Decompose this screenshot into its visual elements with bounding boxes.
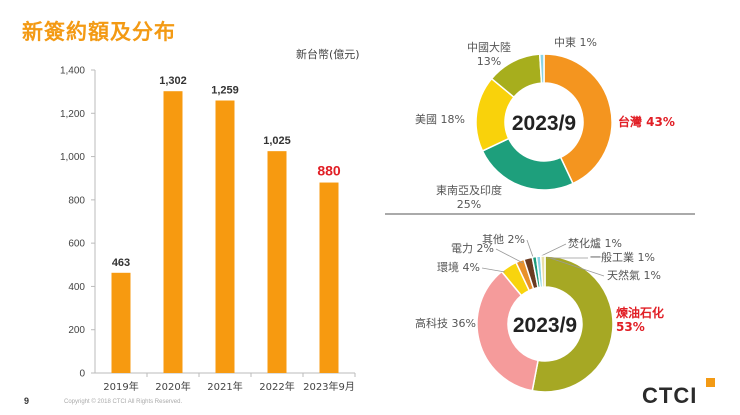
donut-center-label: 2023/9 <box>513 314 577 337</box>
bar <box>267 151 287 373</box>
bar <box>215 100 235 374</box>
bar <box>111 272 131 373</box>
donut-slice <box>543 53 613 185</box>
slice-label: 中國大陸 13% <box>467 40 511 68</box>
slice-label: 中東 1% <box>554 36 597 49</box>
label-leader-line <box>549 257 605 277</box>
label-leader-line <box>538 243 567 258</box>
page-number: 9 <box>24 396 30 406</box>
slice-label: 一般工業 1% <box>590 251 655 264</box>
donut-slice <box>538 53 545 84</box>
y-tick-label: 1,200 <box>60 109 85 120</box>
bar-value-label: 1,259 <box>211 85 239 97</box>
label-leader-line <box>526 239 534 258</box>
y-tick-label: 1,000 <box>60 152 85 163</box>
slice-label: 環境 4% <box>437 260 480 274</box>
donut-slice <box>476 270 539 392</box>
y-tick-label: 400 <box>68 282 85 293</box>
y-tick-label: 200 <box>68 325 85 336</box>
bar <box>319 182 339 373</box>
slice-label: 焚化爐 1% <box>568 236 622 250</box>
slice-label: 天然氣 1% <box>607 268 661 282</box>
bar-value-label: 1,025 <box>263 135 291 147</box>
bar-value-label: 1,302 <box>159 75 187 87</box>
slice-label: 東南亞及印度 25% <box>436 183 502 211</box>
x-tick-label: 2023年9月 <box>303 380 355 393</box>
x-tick-label: 2020年 <box>155 380 190 393</box>
x-tick-label: 2022年 <box>259 380 294 393</box>
x-tick-label: 2019年 <box>103 380 138 393</box>
donut-center-label: 2023/9 <box>512 112 576 135</box>
slice-label: 煉油石化 53% <box>615 305 664 334</box>
y-tick-label: 1,400 <box>60 66 85 77</box>
donut-slice <box>481 137 574 191</box>
slice-label: 台灣 43% <box>618 114 675 129</box>
region-donut-chart: 台灣 43% 東南亞及印度 25% 美國 18% 中國大陸 13% 中東 1% 2023/9 <box>415 36 675 211</box>
y-tick-label: 600 <box>68 239 85 250</box>
label-leader-line <box>481 267 506 273</box>
donut-slice <box>531 255 614 393</box>
unit-label: 新台幣(億元) <box>296 48 360 61</box>
industry-donut-chart: 煉油石化 53% 高科技 36% 環境 4% 電力 2%其他 2% 焚化爐 1%一般工業 … <box>415 233 664 393</box>
ctci-logo: CTCI <box>642 383 698 408</box>
x-tick-label: 2021年 <box>207 380 242 393</box>
y-tick-label: 800 <box>68 195 85 206</box>
slice-label: 電力 2% <box>451 242 494 255</box>
bar-value-label: 880 <box>317 163 341 179</box>
label-leader-line <box>495 248 524 264</box>
slice-label: 高科技 36% <box>415 316 476 330</box>
donut-slice <box>539 255 546 288</box>
y-tick-label: 0 <box>79 369 85 380</box>
bar-value-label: 463 <box>112 257 130 269</box>
copyright-text: Copyright © 2018 CTCI All Rights Reserve… <box>64 399 183 405</box>
bar <box>163 91 183 374</box>
slice-label: 美國 18% <box>415 113 465 126</box>
page-title: 新簽約額及分布 <box>22 20 176 44</box>
slice-label: 其他 2% <box>482 233 525 246</box>
logo-square-icon <box>706 378 715 387</box>
bar-chart: 0 200 400 600 800 1,000 1,200 1,400 463 2019年 1,30… <box>60 66 356 393</box>
